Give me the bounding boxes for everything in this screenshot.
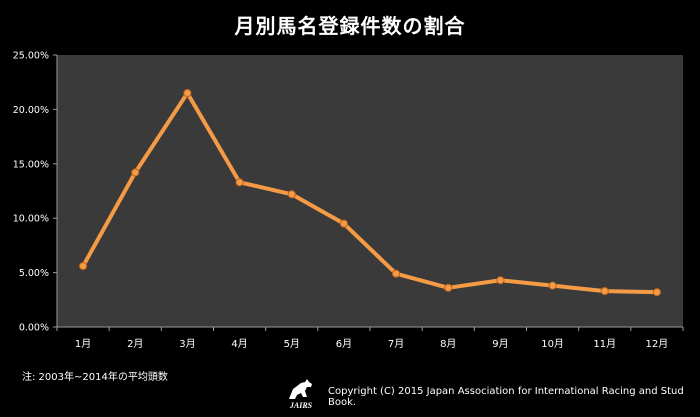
x-axis: 1月 2月 3月 4月 5月 6月 7月 8月 9月 10月 11月 12月 [56,326,684,350]
x-tick-label: 12月 [646,338,669,350]
x-tick-label: 6月 [336,338,352,350]
data-point [183,88,192,98]
jairs-logo: JAIRS [289,379,313,410]
x-tick-label: 1月 [75,338,91,350]
y-tick-label: 25.00% [13,51,49,62]
data-point [78,261,88,271]
x-tick-label: 8月 [440,338,456,350]
data-point [391,269,401,278]
x-tick-label: 10月 [541,338,564,350]
plot-area [57,55,683,327]
data-point [131,168,140,177]
data-point [287,190,296,199]
y-tick-label: 5.00% [19,268,49,279]
y-axis: 0.00% 5.00% 10.00% 15.00% 20.00% 25.00% [13,51,58,334]
data-point [339,219,349,228]
data-point [600,286,609,296]
data-point [548,281,557,290]
chart-title: 月別馬名登録件数の割合 [234,14,466,38]
data-point [444,283,453,292]
x-tick-label: 11月 [593,338,616,350]
copyright-text: Copyright (C) 2015 Japan Association for… [328,386,684,408]
logo-text: JAIRS [289,401,313,410]
series-line [81,91,659,295]
data-point [496,276,505,285]
x-tick-label: 7月 [388,338,404,350]
x-tick-label: 4月 [231,338,247,350]
x-tick-label: 9月 [492,338,508,350]
data-point [235,178,244,187]
footnote: 注: 2003年~2014年の平均頭数 [22,372,168,383]
series-layer [78,88,662,297]
y-tick-label: 20.00% [13,105,49,116]
y-tick-label: 10.00% [13,214,49,225]
y-tick-label: 0.00% [19,323,49,334]
y-tick-label: 15.00% [13,159,49,170]
x-tick-label: 3月 [179,338,195,350]
data-point [652,288,662,297]
x-tick-label: 2月 [127,338,143,350]
x-tick-label: 5月 [284,338,300,350]
